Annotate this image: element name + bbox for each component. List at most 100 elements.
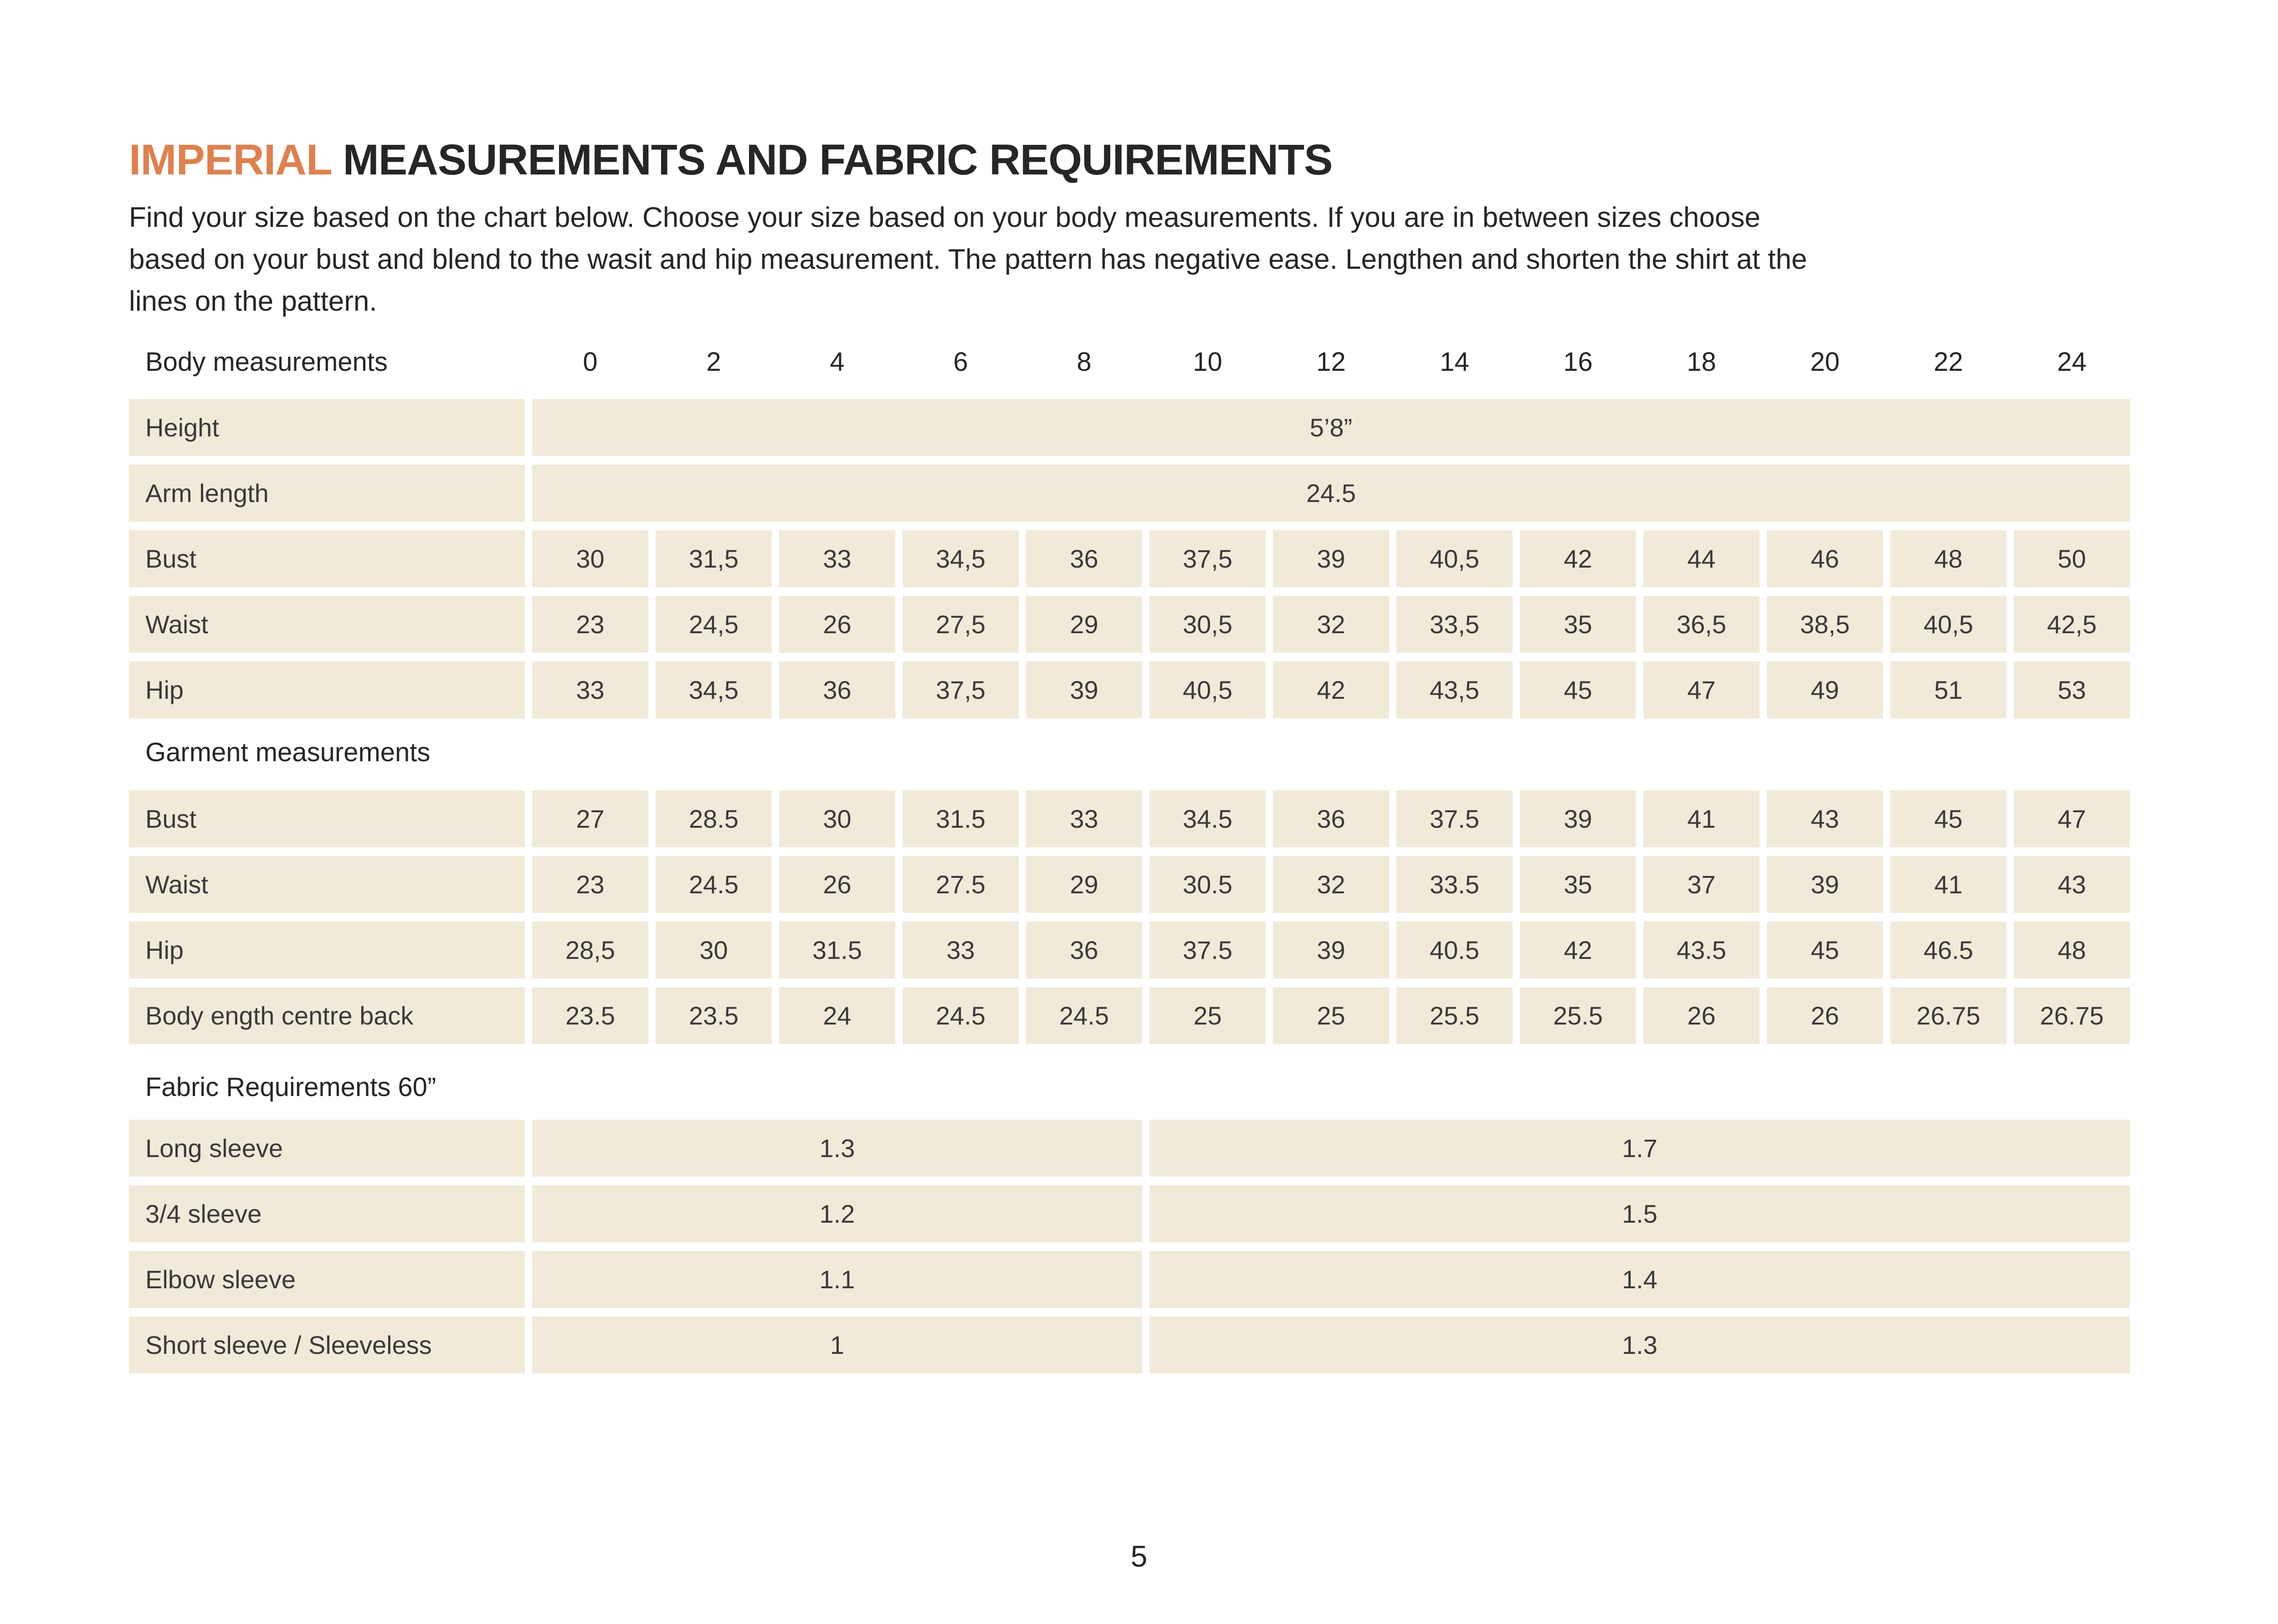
cell-waist-size-10: 30,5	[1149, 596, 1266, 653]
cell-arm-length-merged: 24.5	[532, 465, 2130, 522]
fabric-requirements-heading: Fabric Requirements 60”	[145, 1072, 436, 1102]
cell-waist-size-2: 24,5	[656, 596, 772, 653]
size-column-header-24: 24	[2057, 347, 2087, 377]
cell-short-sleeve-sleeveless-sizes-10-24: 1.3	[1149, 1317, 2130, 1374]
cell-waist-size-6: 27,5	[903, 596, 1019, 653]
cell-hip-size-0: 28,5	[532, 922, 648, 979]
cell-hip-size-16: 45	[1520, 661, 1636, 719]
fabric-requirements-table: Long sleeve 1.3 1.7 3/4 sleeve 1.2 1.5 Elbow s…	[129, 1120, 2130, 1374]
size-column-header-6: 6	[953, 347, 968, 377]
row-label-bust: Bust	[129, 530, 525, 588]
row-label-arm-length: Arm length	[129, 465, 525, 522]
size-table-header-row: Body measurements 0 2 4 6 8 10 12 14 16 18 20 22 24	[129, 343, 2130, 380]
cell-3-4-sleeve-sizes-0-8: 1.2	[532, 1185, 1142, 1243]
cell-body-ength-centre-back-size-2: 23.5	[656, 987, 772, 1045]
cell-bust-size-4: 30	[779, 790, 895, 848]
cell-elbow-sleeve-sizes-0-8: 1.1	[532, 1251, 1142, 1308]
cell-hip-size-18: 43.5	[1643, 922, 1760, 979]
cell-waist-size-16: 35	[1520, 596, 1636, 653]
row-label-waist: Waist	[129, 596, 525, 653]
cell-hip-size-2: 34,5	[656, 661, 772, 719]
cell-body-ength-centre-back-size-22: 26.75	[1890, 987, 2006, 1045]
cell-waist-size-18: 37	[1643, 856, 1760, 913]
cell-bust-size-16: 39	[1520, 790, 1636, 848]
title-rest: MEASUREMENTS AND FABRIC REQUIREMENTS	[331, 136, 1333, 184]
size-column-header-10: 10	[1193, 347, 1222, 377]
cell-waist-size-24: 42,5	[2014, 596, 2130, 653]
garment-measurements-heading: Garment measurements	[145, 738, 431, 768]
cell-hip-size-22: 51	[1890, 661, 2006, 719]
body-measurements-table: Height 5’8” Arm length 24.5 Bust 30 31,5 33 34,5…	[129, 399, 2130, 719]
cell-body-ength-centre-back-size-24: 26.75	[2014, 987, 2130, 1045]
content-area: IMPERIAL MEASUREMENTS AND FABRIC REQUIRE…	[129, 136, 2130, 1374]
cell-hip-size-2: 30	[656, 922, 772, 979]
page-number: 5	[1130, 1539, 1148, 1573]
size-column-header-18: 18	[1687, 347, 1716, 377]
cell-bust-size-18: 44	[1643, 530, 1760, 588]
garment-measurements-table: Bust 27 28.5 30 31.5 33 34.5 36 37.5 39 41 43 45 47 Wa…	[129, 790, 2130, 1045]
cell-waist-size-16: 35	[1520, 856, 1636, 913]
cell-hip-size-4: 31.5	[779, 922, 895, 979]
cell-long-sleeve-sizes-0-8: 1.3	[532, 1120, 1142, 1177]
title-accent: IMPERIAL	[129, 136, 332, 184]
cell-bust-size-24: 47	[2014, 790, 2130, 848]
cell-bust-size-12: 36	[1273, 790, 1389, 848]
cell-hip-size-8: 36	[1026, 922, 1142, 979]
cell-bust-size-2: 28.5	[656, 790, 772, 848]
size-column-header-12: 12	[1316, 347, 1346, 377]
cell-body-ength-centre-back-size-14: 25.5	[1396, 987, 1513, 1045]
size-column-header-14: 14	[1440, 347, 1469, 377]
cell-waist-size-14: 33.5	[1396, 856, 1513, 913]
cell-bust-size-6: 31.5	[903, 790, 1019, 848]
cell-body-ength-centre-back-size-10: 25	[1149, 987, 1266, 1045]
cell-waist-size-20: 39	[1767, 856, 1883, 913]
cell-bust-size-12: 39	[1273, 530, 1389, 588]
cell-bust-size-8: 33	[1026, 790, 1142, 848]
cell-elbow-sleeve-sizes-10-24: 1.4	[1149, 1251, 2130, 1308]
cell-bust-size-14: 40,5	[1396, 530, 1513, 588]
cell-waist-size-18: 36,5	[1643, 596, 1760, 653]
cell-body-ength-centre-back-size-4: 24	[779, 987, 895, 1045]
intro-paragraph: Find your size based on the chart below.…	[129, 197, 2130, 323]
row-label-hip: Hip	[129, 661, 525, 719]
cell-bust-size-10: 34.5	[1149, 790, 1266, 848]
size-column-header-8: 8	[1077, 347, 1092, 377]
cell-hip-size-14: 43,5	[1396, 661, 1513, 719]
size-column-header-20: 20	[1810, 347, 1840, 377]
cell-bust-size-8: 36	[1026, 530, 1142, 588]
row-label-elbow-sleeve: Elbow sleeve	[129, 1251, 525, 1308]
cell-hip-size-18: 47	[1643, 661, 1760, 719]
cell-waist-size-4: 26	[779, 856, 895, 913]
cell-waist-size-6: 27.5	[903, 856, 1019, 913]
row-label-hip: Hip	[129, 922, 525, 979]
intro-line: lines on the pattern.	[129, 286, 377, 318]
cell-bust-size-18: 41	[1643, 790, 1760, 848]
cell-3-4-sleeve-sizes-10-24: 1.5	[1149, 1185, 2130, 1243]
row-label-3-4-sleeve: 3/4 sleeve	[129, 1185, 525, 1243]
size-column-header-16: 16	[1563, 347, 1593, 377]
cell-waist-size-20: 38,5	[1767, 596, 1883, 653]
row-label-waist: Waist	[129, 856, 525, 913]
cell-body-ength-centre-back-size-18: 26	[1643, 987, 1760, 1045]
cell-hip-size-4: 36	[779, 661, 895, 719]
cell-waist-size-4: 26	[779, 596, 895, 653]
cell-hip-size-8: 39	[1026, 661, 1142, 719]
cell-hip-size-12: 42	[1273, 661, 1389, 719]
row-label-short-sleeve-sleeveless: Short sleeve / Sleeveless	[129, 1317, 525, 1374]
size-column-header-22: 22	[1934, 347, 1963, 377]
size-column-header-0: 0	[583, 347, 598, 377]
intro-line: Find your size based on the chart below.…	[129, 202, 1760, 234]
cell-hip-size-6: 33	[903, 922, 1019, 979]
cell-bust-size-22: 48	[1890, 530, 2006, 588]
cell-body-ength-centre-back-size-16: 25.5	[1520, 987, 1636, 1045]
cell-hip-size-24: 53	[2014, 661, 2130, 719]
cell-waist-size-12: 32	[1273, 596, 1389, 653]
cell-hip-size-22: 46.5	[1890, 922, 2006, 979]
size-column-header-4: 4	[830, 347, 845, 377]
cell-waist-size-8: 29	[1026, 856, 1142, 913]
cell-body-ength-centre-back-size-20: 26	[1767, 987, 1883, 1045]
cell-waist-size-10: 30.5	[1149, 856, 1266, 913]
cell-bust-size-20: 43	[1767, 790, 1883, 848]
header-label-body-measurements: Body measurements	[145, 347, 388, 377]
cell-bust-size-24: 50	[2014, 530, 2130, 588]
